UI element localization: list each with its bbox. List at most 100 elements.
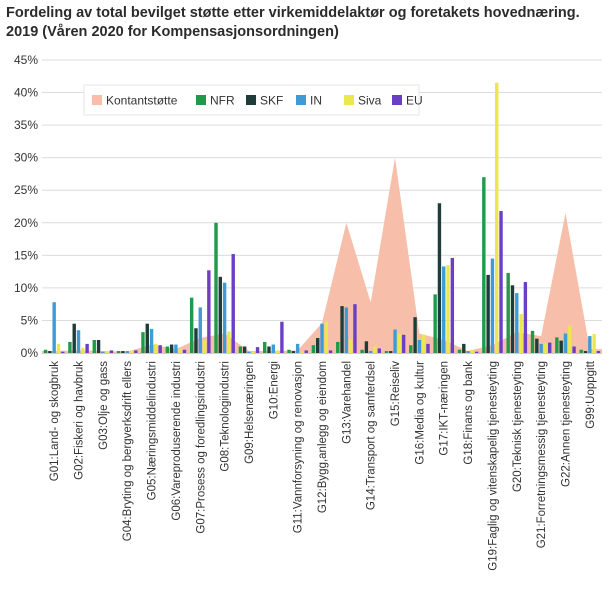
bar-nfr <box>457 349 462 353</box>
bar-nfr <box>482 177 486 353</box>
bar-skf <box>72 323 76 353</box>
bar-in <box>76 330 81 353</box>
bar-skf <box>583 351 588 353</box>
bar-in <box>588 336 592 353</box>
bar-in <box>515 293 519 353</box>
bar-skf <box>242 346 247 353</box>
y-tick-label: 20% <box>14 216 38 230</box>
legend-item-in: IN <box>296 94 322 108</box>
bar-nfr <box>555 337 559 353</box>
y-tick-label: 40% <box>14 86 38 100</box>
x-tick-label: G08:Teknologiindustri <box>220 361 232 472</box>
bar-eu <box>450 257 455 353</box>
area-series-kontantstotte <box>42 157 602 353</box>
x-tick-label: G15:Reiseliv <box>390 361 402 426</box>
bar-eu <box>523 282 528 353</box>
bar-siva <box>373 346 377 353</box>
x-tick-label: G19:Faglig og vitenskapelig tjenesteytin… <box>487 361 499 571</box>
bar-skf <box>486 274 490 353</box>
area-kontantstotte <box>42 157 602 353</box>
x-tick-label: G02:Fiskeri og havbruk <box>74 361 86 480</box>
legend-swatch <box>344 95 354 105</box>
bar-nfr <box>238 346 243 353</box>
bar-eu <box>231 254 235 353</box>
legend-item-siva: Siva <box>344 94 382 108</box>
legend-item-eu: EU <box>392 94 423 108</box>
bar-siva <box>275 350 280 353</box>
bar-nfr <box>579 349 583 353</box>
bar-in <box>393 329 397 353</box>
bar-eu <box>353 304 357 353</box>
bar-skf <box>413 317 417 353</box>
x-tick-label: G11:Vannforsyning og renovasjon <box>293 361 305 533</box>
chart-title: Fordeling av total bevilget støtte etter… <box>6 4 604 42</box>
bar-siva <box>543 343 548 353</box>
y-tick-label: 25% <box>14 183 38 197</box>
x-tick-label: G99:Uoppgitt <box>585 360 597 429</box>
bar-eu <box>134 350 138 353</box>
bar-nfr <box>214 222 218 353</box>
x-tick-label: G01:Land- og skogbruk <box>49 361 61 481</box>
legend-label: Siva <box>358 94 382 108</box>
x-tick-label: G05:Næringsmiddelindustri <box>147 361 159 500</box>
x-tick-label: G22:Annen tjenesteyting <box>560 361 572 487</box>
series-nfr <box>43 177 583 353</box>
bar-skf <box>48 351 52 353</box>
bar-in <box>344 307 349 353</box>
bar-in <box>368 351 373 353</box>
bar-in <box>247 351 251 353</box>
bar-siva <box>178 349 182 353</box>
y-tick-label: 30% <box>14 151 38 165</box>
bar-nfr <box>384 351 389 353</box>
bar-eu <box>61 351 65 353</box>
bar-skf <box>535 338 539 353</box>
x-tick-label: G14:Transport og samferdsel <box>366 361 378 510</box>
bar-eu <box>377 348 381 353</box>
bar-nfr <box>189 297 194 353</box>
x-tick-label: G21:Forretningsmessig tjenesteyting <box>536 361 548 548</box>
bar-eu <box>304 350 308 353</box>
bar-in <box>442 266 446 353</box>
bar-skf <box>364 341 369 353</box>
bar-eu <box>85 343 89 353</box>
bar-siva <box>495 82 499 354</box>
bar-nfr <box>287 349 291 353</box>
bar-skf <box>121 351 125 353</box>
bar-in <box>174 344 178 353</box>
bar-siva <box>154 343 158 353</box>
bar-nfr <box>116 351 121 353</box>
legend-swatch <box>196 95 206 105</box>
bar-siva <box>202 339 207 353</box>
legend-item-kontantstøtte: Kontantstøtte <box>92 94 178 108</box>
bar-skf <box>96 339 101 353</box>
bar-in <box>490 258 495 353</box>
bar-nfr <box>409 345 413 353</box>
legend-label: Kontantstøtte <box>106 94 178 108</box>
series-eu <box>61 211 601 353</box>
bar-nfr <box>263 341 267 353</box>
x-tick-label: G09:Helsenæringen <box>244 361 256 464</box>
y-tick-label: 15% <box>14 248 38 262</box>
bar-in <box>295 343 300 353</box>
series-siva <box>56 82 596 354</box>
bar-nfr <box>165 346 170 353</box>
bar-series <box>43 82 601 354</box>
bar-eu <box>328 350 333 353</box>
bar-siva <box>81 347 85 353</box>
bar-siva <box>251 351 255 353</box>
bar-skf <box>316 338 320 353</box>
bar-nfr <box>336 341 340 353</box>
x-tick-label: G13:Varehandel <box>341 361 353 444</box>
legend-swatch <box>246 95 256 105</box>
chart-title-line-2: 2019 (Våren 2020 for Kompensasjonsordnin… <box>6 24 339 40</box>
bar-in <box>125 351 129 353</box>
legend: Kontantstøtte NFR SKF IN Siva EU <box>83 84 423 116</box>
x-tick-label: G20:Teknisk tjenesteyting <box>512 361 524 492</box>
bar-eu <box>207 270 211 353</box>
series-in <box>52 258 592 353</box>
bar-siva <box>470 349 475 353</box>
bar-nfr <box>43 349 48 353</box>
bar-nfr <box>68 341 72 353</box>
bar-nfr <box>311 345 316 353</box>
y-tick-label: 0% <box>21 346 39 360</box>
